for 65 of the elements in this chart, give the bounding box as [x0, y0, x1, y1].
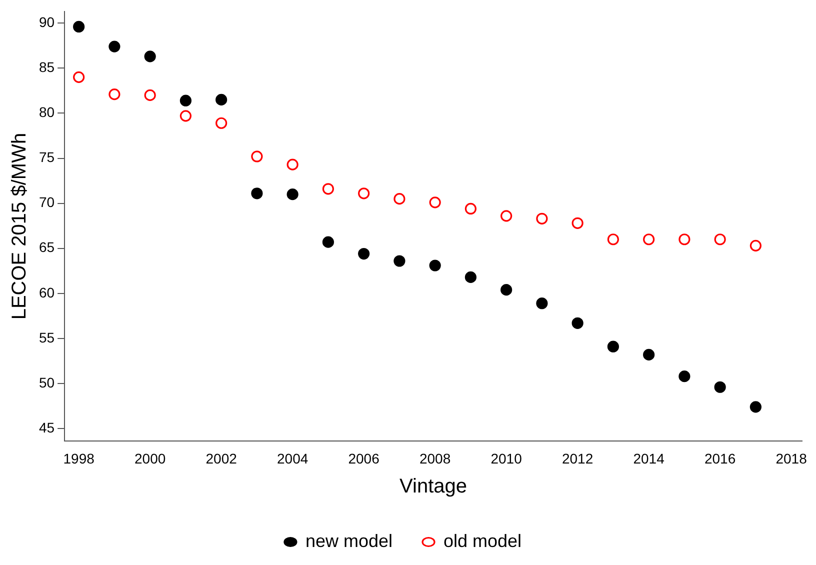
- legend-label: old model: [444, 530, 522, 551]
- point: [714, 381, 726, 393]
- y-tick-label: 75: [38, 149, 55, 166]
- point: [144, 50, 156, 62]
- point: [73, 20, 85, 33]
- point: [607, 234, 619, 246]
- y-tick-label: 50: [38, 374, 55, 390]
- point: [322, 183, 334, 195]
- legend-label: new model: [305, 530, 392, 551]
- x-axis-title: Vintage: [400, 476, 468, 498]
- point: [251, 150, 263, 162]
- point: [714, 234, 726, 246]
- point: [500, 210, 512, 222]
- x-tick-label: 1998: [63, 450, 95, 466]
- point: [108, 88, 120, 100]
- point: [180, 110, 192, 122]
- point: [678, 234, 690, 246]
- point: [108, 40, 120, 52]
- point: [429, 260, 441, 272]
- point: [216, 94, 228, 106]
- point: [286, 158, 298, 170]
- x-tick-label: 2006: [348, 450, 380, 466]
- y-tick-label: 85: [38, 59, 55, 76]
- y-tick-label: 70: [38, 194, 55, 210]
- point: [464, 202, 476, 215]
- point: [286, 188, 298, 200]
- point: [144, 89, 156, 101]
- point: [536, 212, 548, 224]
- point: [643, 234, 655, 246]
- point: [322, 236, 334, 248]
- point: [750, 240, 762, 252]
- point: [251, 188, 263, 200]
- y-tick-label: 60: [38, 284, 55, 300]
- point: [464, 271, 476, 284]
- point: [572, 217, 584, 229]
- y-tick-label: 65: [38, 239, 55, 256]
- point: [429, 196, 441, 208]
- y-tick-label: 45: [38, 419, 55, 436]
- point: [358, 248, 370, 260]
- point: [394, 255, 406, 267]
- point: [536, 298, 548, 310]
- point: [180, 94, 192, 106]
- point: [216, 117, 228, 129]
- point: [750, 401, 762, 413]
- point: [607, 340, 619, 352]
- point: [500, 284, 512, 296]
- x-tick-label: 2016: [704, 450, 736, 466]
- x-tick-label: 2002: [206, 450, 238, 466]
- x-tick-label: 2004: [276, 450, 308, 466]
- x-tick-label: 2010: [490, 450, 522, 466]
- y-tick-label: 80: [38, 104, 55, 120]
- x-tick-label: 2018: [776, 450, 808, 466]
- point: [572, 317, 584, 329]
- point: [394, 193, 406, 205]
- point: [678, 370, 690, 382]
- x-tick-label: 2012: [562, 450, 594, 466]
- y-tick-label: 90: [38, 14, 55, 30]
- y-tick-label: 55: [38, 329, 55, 346]
- point: [358, 188, 370, 200]
- x-tick-label: 2008: [419, 450, 451, 466]
- x-tick-label: 2014: [633, 450, 665, 466]
- x-tick-label: 2000: [134, 450, 166, 466]
- point: [643, 348, 655, 360]
- y-axis-title: LECOE 2015 $/MWh: [8, 132, 31, 320]
- point: [73, 71, 85, 83]
